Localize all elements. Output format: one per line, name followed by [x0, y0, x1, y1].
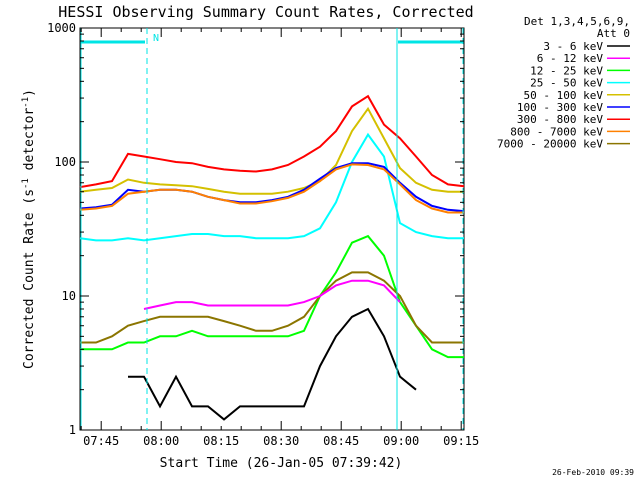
y-tick-label: 1 — [69, 423, 76, 437]
x-tick-label: 09:15 — [443, 434, 479, 448]
x-tick-label: 08:30 — [263, 434, 299, 448]
legend-label: 3 - 6 keV — [543, 40, 603, 53]
night-flags — [80, 28, 464, 430]
legend-header-line-1: Det 1,3,4,5,6,9, — [524, 15, 630, 28]
legend-label: 800 - 7000 keV — [510, 125, 603, 138]
x-tick-label: 07:45 — [83, 434, 119, 448]
night-flag-label: N — [153, 33, 159, 44]
series-line-7 — [79, 163, 464, 214]
y-axis-label: Corrected Count Rate (s-1 detector-1) — [21, 89, 37, 369]
legend-label: 300 - 800 keV — [517, 113, 603, 126]
footer-timestamp: 26-Feb-2010 09:39 — [552, 468, 634, 477]
x-tick-label: 08:15 — [203, 434, 239, 448]
legend-label: 12 - 25 keV — [530, 64, 603, 77]
legend-header-line-2: Att 0 — [597, 27, 630, 40]
y-tick-label: 10 — [62, 289, 76, 303]
x-axis-label: Start Time (26-Jan-05 07:39:42) — [160, 456, 403, 471]
series-line-6 — [79, 94, 465, 189]
series-line-1 — [143, 279, 401, 310]
series-line-3 — [79, 132, 464, 242]
x-tick-label: 09:00 — [383, 434, 419, 448]
series-line-4 — [79, 106, 464, 195]
x-tick-label: 08:00 — [143, 434, 179, 448]
series-line-0 — [128, 307, 417, 421]
legend-label: 25 - 50 keV — [530, 77, 603, 90]
y-tick-label: 1000 — [47, 21, 76, 35]
legend-label: 50 - 100 keV — [524, 89, 604, 102]
legend-label: 6 - 12 keV — [537, 52, 604, 65]
y-tick-label: 100 — [54, 155, 76, 169]
legend-label: 100 - 300 keV — [517, 101, 603, 114]
chart-title: HESSI Observing Summary Count Rates, Cor… — [58, 3, 473, 21]
x-axis: 07:45 08:00 08:15 08:30 08:45 09:00 09:15 — [80, 28, 479, 448]
legend-label: 7000 - 20000 keV — [497, 138, 603, 151]
plot-frame — [79, 27, 465, 431]
x-tick-label: 08:45 — [323, 434, 359, 448]
series-line-8 — [80, 271, 464, 344]
plot-series — [79, 94, 465, 421]
y-axis: 1 10 100 1000 — [47, 21, 464, 437]
series-line-2 — [80, 234, 464, 359]
